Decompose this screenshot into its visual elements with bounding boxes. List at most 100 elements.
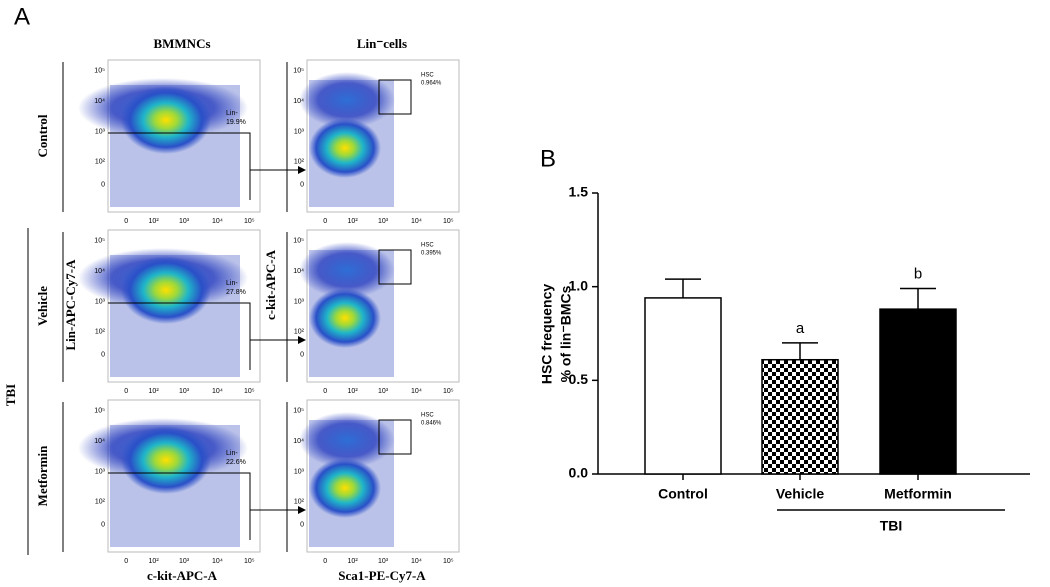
column-title: Lin⁻cells — [357, 36, 407, 51]
panel-label: A — [14, 3, 30, 30]
x-tick-label: Control — [658, 486, 708, 502]
y-tick-label: 10² — [95, 159, 106, 166]
group-label: TBI — [3, 384, 18, 406]
x-tick-label: 10³ — [179, 558, 190, 565]
y-tick-label: 10⁴ — [293, 438, 304, 445]
x-tick-label: 10⁴ — [411, 388, 422, 395]
x-tick-label: 10⁴ — [212, 388, 223, 395]
gate-name: HSC — [421, 413, 434, 419]
y-tick-label: 0 — [300, 521, 304, 528]
density — [299, 242, 395, 298]
x-tick-label: 10⁵ — [244, 558, 255, 565]
y-tick-label: 10³ — [95, 298, 106, 305]
x-tick-label: 0 — [124, 218, 128, 225]
x-tick-label: 10² — [149, 388, 160, 395]
y-tick-label: 10² — [294, 499, 305, 506]
density — [309, 458, 381, 518]
density — [121, 256, 211, 324]
y-tick-label: 10² — [95, 499, 106, 506]
x-tick-label: 10² — [348, 558, 359, 565]
density — [299, 412, 395, 468]
x-tick-label: 10⁴ — [212, 218, 223, 225]
gate-value: 22.6% — [226, 459, 246, 466]
y-tick-label: 10² — [294, 329, 305, 336]
panel-label: B — [540, 145, 556, 172]
y-tick-label: 10⁴ — [94, 438, 105, 445]
density — [299, 72, 395, 128]
row-label: Control — [35, 114, 50, 157]
x-tick-label: 10⁴ — [411, 558, 422, 565]
gate-value: 0.846% — [421, 421, 442, 427]
x-tick-label: Vehicle — [776, 486, 824, 502]
y-tick-label: 10² — [294, 159, 305, 166]
group-label: TBI — [880, 518, 903, 534]
y-tick-label: 10³ — [95, 468, 106, 475]
x-tick-label: Metformin — [884, 486, 952, 502]
x-tick-label: 0 — [323, 558, 327, 565]
gate — [108, 472, 251, 540]
y-axis-label: % of lin⁻BMCs — [558, 285, 574, 382]
gate — [378, 419, 412, 455]
x-tick-label: 10³ — [179, 218, 190, 225]
x-axis-label: c-kit-APC-A — [147, 568, 218, 583]
y-tick-label: 0 — [101, 181, 105, 188]
y-tick-label: 0 — [101, 351, 105, 358]
x-tick-label: 10³ — [378, 388, 389, 395]
density — [121, 86, 211, 154]
gate-name: Lin- — [226, 280, 238, 287]
column-title: BMMNCs — [153, 36, 210, 51]
y-tick-label: 10⁵ — [94, 67, 105, 74]
gate — [378, 79, 412, 115]
x-tick-label: 10⁵ — [443, 558, 454, 565]
y-tick-label: 10² — [95, 329, 106, 336]
y-tick-label: 10⁴ — [94, 98, 105, 105]
arrow-head — [298, 336, 306, 344]
x-tick-label: 10⁵ — [244, 388, 255, 395]
gate-name: HSC — [421, 73, 434, 79]
y-axis-label: Lin-APC-Cy7-A — [63, 259, 78, 351]
x-axis-label: Sca1-PE-Cy7-A — [338, 568, 426, 583]
gate — [108, 132, 251, 200]
y-tick-label: 0.5 — [569, 371, 589, 387]
y-axis-label: HSC frequency — [539, 284, 555, 385]
x-tick-label: 10³ — [378, 558, 389, 565]
x-tick-label: 10² — [149, 218, 160, 225]
x-tick-label: 10³ — [179, 388, 190, 395]
x-tick-label: 10² — [348, 388, 359, 395]
gate — [378, 249, 412, 285]
x-tick-label: 0 — [323, 218, 327, 225]
x-tick-label: 10⁵ — [443, 388, 454, 395]
gate-value: 27.8% — [226, 289, 246, 296]
x-tick-label: 0 — [124, 558, 128, 565]
gate-name: HSC — [421, 243, 434, 249]
x-tick-label: 10² — [149, 558, 160, 565]
y-tick-label: 1.5 — [569, 184, 589, 200]
y-tick-label: 10³ — [95, 128, 106, 135]
y-tick-label: 10³ — [294, 468, 305, 475]
bar — [644, 297, 722, 475]
bar — [761, 358, 839, 475]
y-tick-label: 10⁵ — [293, 67, 304, 74]
gate-name: Lin- — [226, 110, 238, 117]
x-tick-label: 0 — [124, 388, 128, 395]
y-tick-label: 10³ — [294, 128, 305, 135]
arrow-head — [298, 506, 306, 514]
x-tick-label: 10³ — [378, 218, 389, 225]
y-tick-label: 10⁴ — [293, 98, 304, 105]
gate — [108, 302, 251, 370]
x-tick-label: 10⁵ — [443, 218, 454, 225]
y-tick-label: 10⁴ — [293, 268, 304, 275]
x-tick-label: 0 — [323, 388, 327, 395]
y-tick-label: 0 — [300, 181, 304, 188]
x-tick-label: 10² — [348, 218, 359, 225]
y-tick-label: 10⁵ — [94, 237, 105, 244]
x-tick-label: 10⁴ — [411, 218, 422, 225]
arrow-head — [298, 166, 306, 174]
y-tick-label: 10⁴ — [94, 268, 105, 275]
y-tick-label: 0.0 — [569, 465, 589, 481]
gate-value: 0.395% — [421, 251, 442, 257]
y-tick-label: 0 — [300, 351, 304, 358]
x-tick-label: 10⁴ — [212, 558, 223, 565]
y-tick-label: 10³ — [294, 298, 305, 305]
